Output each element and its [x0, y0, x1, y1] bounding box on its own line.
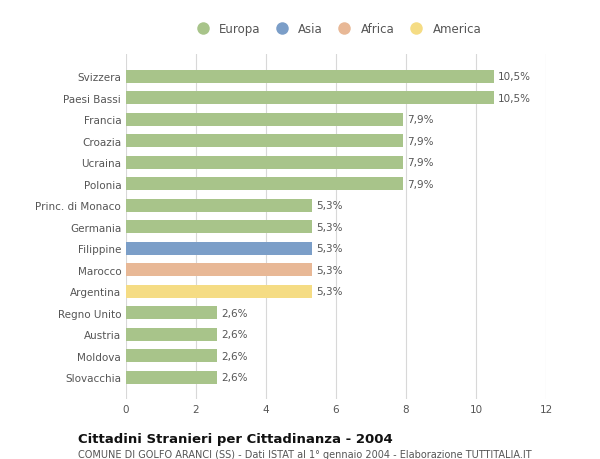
Text: 5,3%: 5,3%: [316, 244, 342, 254]
Text: Cittadini Stranieri per Cittadinanza - 2004: Cittadini Stranieri per Cittadinanza - 2…: [78, 432, 393, 445]
Text: 5,3%: 5,3%: [316, 201, 342, 211]
Bar: [126, 328, 217, 341]
Bar: [126, 285, 311, 298]
Bar: [126, 263, 311, 276]
Text: 10,5%: 10,5%: [498, 94, 531, 104]
Text: 2,6%: 2,6%: [221, 330, 248, 339]
Bar: [126, 349, 217, 362]
Bar: [126, 221, 311, 234]
Text: 2,6%: 2,6%: [221, 372, 248, 382]
Bar: [126, 135, 403, 148]
Legend: Europa, Asia, Africa, America: Europa, Asia, Africa, America: [187, 20, 485, 39]
Bar: [126, 157, 403, 169]
Text: 2,6%: 2,6%: [221, 351, 248, 361]
Text: 7,9%: 7,9%: [407, 179, 433, 189]
Text: 7,9%: 7,9%: [407, 158, 433, 168]
Bar: [126, 92, 493, 105]
Bar: [126, 71, 493, 84]
Bar: [126, 113, 403, 127]
Text: 7,9%: 7,9%: [407, 136, 433, 146]
Bar: [126, 371, 217, 384]
Bar: [126, 307, 217, 319]
Text: COMUNE DI GOLFO ARANCI (SS) - Dati ISTAT al 1° gennaio 2004 - Elaborazione TUTTI: COMUNE DI GOLFO ARANCI (SS) - Dati ISTAT…: [78, 449, 532, 459]
Text: 5,3%: 5,3%: [316, 286, 342, 297]
Bar: [126, 199, 311, 212]
Text: 5,3%: 5,3%: [316, 222, 342, 232]
Text: 5,3%: 5,3%: [316, 265, 342, 275]
Text: 2,6%: 2,6%: [221, 308, 248, 318]
Text: 10,5%: 10,5%: [498, 72, 531, 82]
Bar: [126, 178, 403, 191]
Text: 7,9%: 7,9%: [407, 115, 433, 125]
Bar: [126, 242, 311, 255]
